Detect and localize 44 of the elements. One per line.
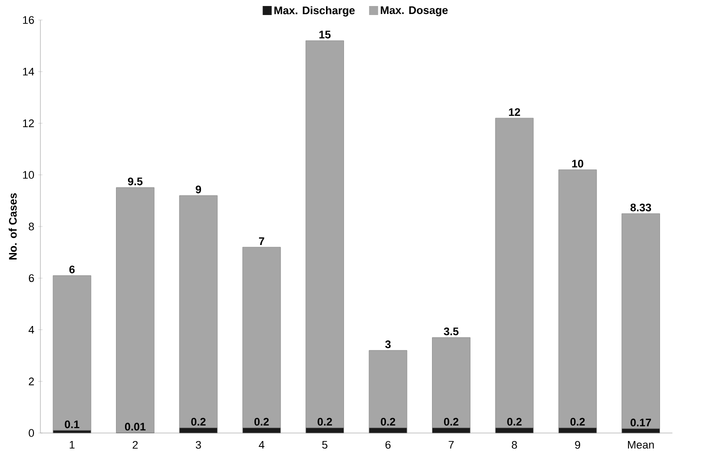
data-label: 0.2: [318, 418, 332, 426]
y-tick-label: 2: [28, 378, 34, 386]
x-tick-label: 9: [575, 440, 580, 449]
x-tick-label: 8: [512, 440, 517, 449]
x-tick-label: 2: [132, 440, 138, 449]
x-tick-label: 6: [386, 440, 391, 449]
data-label: 0.2: [444, 418, 458, 426]
data-label: 3.5: [444, 328, 459, 336]
x-tick-label: 7: [448, 440, 454, 449]
data-label: 0.2: [380, 418, 396, 426]
data-label: 6: [69, 266, 75, 274]
data-label: 9: [196, 186, 202, 194]
x-tick-label: 3: [196, 440, 201, 449]
data-label: 8.33: [630, 204, 652, 212]
data-label: 12: [508, 108, 520, 116]
y-tick-label: 0: [28, 429, 34, 437]
y-tick-label: 8: [28, 222, 34, 230]
data-label: 9.5: [128, 178, 143, 186]
data-label: 0.01: [124, 422, 146, 431]
data-label: 3: [385, 340, 391, 348]
data-label: 0.17: [630, 418, 651, 426]
bar: [116, 187, 154, 433]
data-label: 0.2: [191, 418, 206, 426]
legend-label: Max. Dosage: [380, 6, 448, 16]
y-tick-label: 14: [23, 68, 34, 76]
bar: [52, 275, 92, 431]
data-label: 0.1: [64, 420, 80, 428]
x-tick-label: Mean: [628, 440, 654, 449]
y-tick-label: 16: [23, 16, 34, 24]
legend-label: Max. Discharge: [274, 6, 355, 16]
y-tick-label: 12: [23, 119, 34, 128]
x-tick-label: 5: [322, 440, 328, 449]
data-label: 7: [259, 237, 264, 245]
y-axis-title: No. of Cases: [8, 193, 17, 260]
y-tick-label: 6: [28, 274, 34, 282]
y-tick-label: 10: [23, 171, 34, 179]
x-tick-label: 4: [258, 440, 264, 449]
data-label: 0.2: [507, 418, 522, 426]
data-label: 0.2: [254, 418, 269, 426]
data-label: 10: [572, 160, 584, 168]
x-tick-label: 1: [70, 440, 75, 449]
data-label: 15: [319, 30, 331, 38]
y-tick-label: 4: [28, 326, 34, 334]
data-label: 0.2: [570, 418, 585, 426]
